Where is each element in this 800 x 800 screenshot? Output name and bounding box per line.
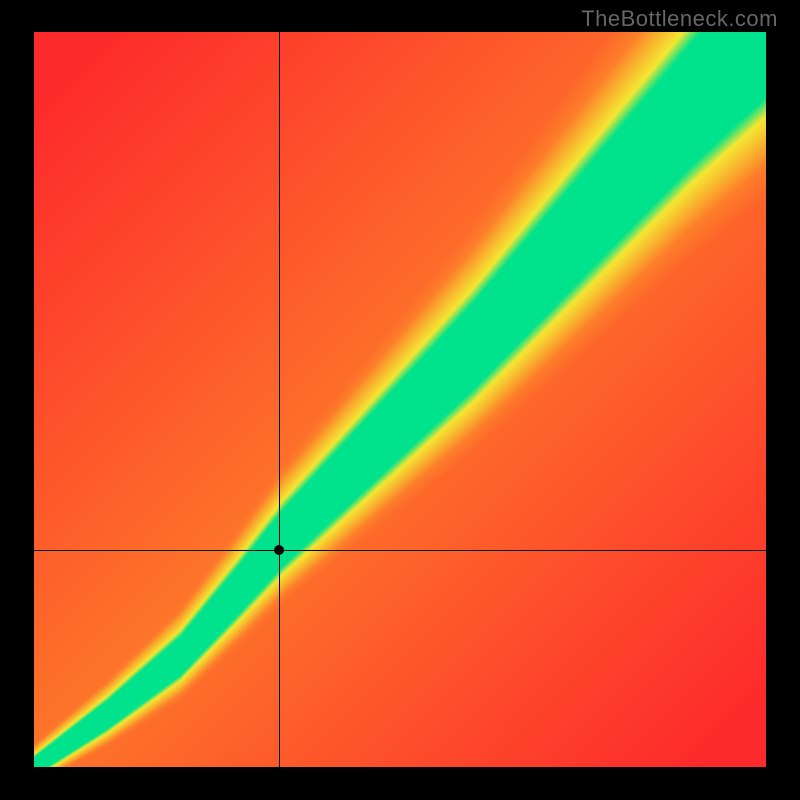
bottleneck-heatmap (34, 32, 766, 767)
crosshair-horizontal (34, 550, 766, 551)
crosshair-marker (274, 545, 284, 555)
watermark-text: TheBottleneck.com (581, 6, 778, 32)
crosshair-vertical (279, 32, 280, 767)
heatmap-canvas (34, 32, 766, 767)
